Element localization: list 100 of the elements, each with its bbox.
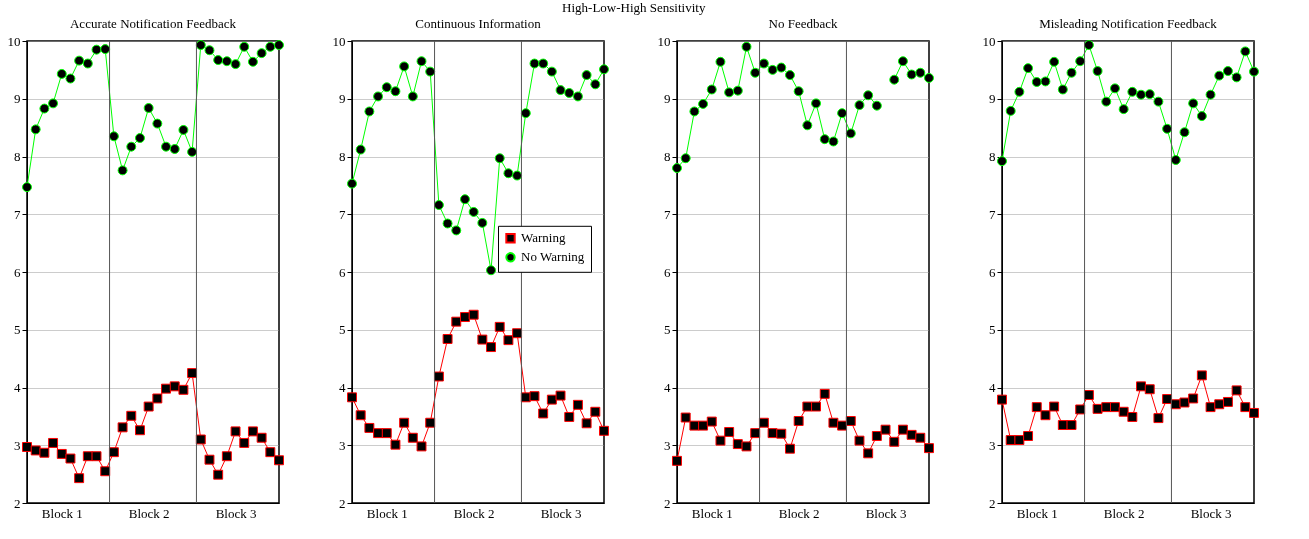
point: [837, 108, 848, 119]
point: [347, 178, 357, 189]
point: [407, 91, 418, 102]
point: [399, 61, 410, 72]
point: [82, 58, 93, 69]
point: [48, 98, 59, 109]
point: [1049, 56, 1060, 67]
point: [784, 70, 795, 81]
point: [468, 309, 479, 320]
x-tick-label: Block 2: [128, 505, 170, 521]
point: [100, 44, 111, 55]
y-tick-label: 2: [14, 495, 21, 511]
point: [1240, 46, 1251, 57]
point: [724, 427, 735, 437]
point: [793, 86, 804, 97]
point: [503, 168, 514, 179]
point: [91, 44, 102, 55]
point: [459, 194, 470, 205]
point: [564, 411, 575, 422]
point: [195, 434, 206, 445]
point: [230, 59, 241, 70]
y-tick-label: 5: [664, 322, 671, 338]
point: [758, 417, 769, 428]
y-tick-label: 7: [339, 206, 346, 222]
point: [169, 381, 180, 392]
point: [442, 218, 453, 229]
point: [108, 447, 119, 458]
point: [1196, 370, 1207, 381]
point: [1066, 67, 1077, 78]
point: [381, 428, 392, 439]
point: [819, 388, 830, 399]
point: [572, 399, 583, 410]
point: [204, 454, 215, 465]
point: [169, 144, 180, 154]
point: [247, 56, 258, 67]
point: [1222, 66, 1233, 76]
point: [364, 106, 375, 117]
point: [1031, 402, 1042, 413]
point: [997, 394, 1007, 405]
point: [1196, 111, 1207, 122]
point: [1014, 435, 1025, 446]
point: [880, 424, 891, 435]
point: [425, 66, 436, 77]
point: [1214, 399, 1225, 410]
point: [732, 85, 743, 96]
point: [161, 383, 172, 394]
point: [1023, 63, 1034, 74]
point: [599, 425, 609, 436]
point: [802, 401, 813, 412]
point: [897, 424, 908, 435]
y-tick-label: 2: [664, 495, 671, 511]
point: [924, 73, 934, 83]
point: [1083, 40, 1094, 51]
point: [247, 426, 258, 437]
point: [1109, 402, 1120, 413]
point: [108, 131, 119, 142]
y-tick-label: 6: [14, 264, 21, 280]
point: [39, 447, 50, 458]
y-tick-label: 9: [989, 91, 996, 107]
point: [767, 428, 778, 439]
point: [689, 106, 700, 117]
x-tick-label: Block 1: [691, 505, 733, 521]
point: [1205, 89, 1216, 100]
point: [1109, 83, 1120, 94]
point: [56, 68, 67, 79]
point: [590, 406, 601, 417]
point: [256, 48, 267, 59]
point: [477, 217, 488, 228]
point: [698, 98, 709, 109]
point: [924, 443, 934, 454]
point: [680, 153, 691, 164]
point: [546, 394, 557, 405]
y-tick-label: 5: [339, 322, 346, 338]
point: [1249, 66, 1259, 77]
point: [767, 64, 778, 75]
point: [546, 66, 557, 77]
x-tick-label: Block 2: [1103, 505, 1145, 521]
point: [1127, 411, 1138, 422]
point: [581, 418, 592, 429]
point: [39, 103, 50, 114]
y-tick-label: 10: [7, 33, 21, 49]
point: [477, 334, 488, 345]
point: [845, 128, 856, 139]
point: [65, 453, 76, 464]
point: [1144, 89, 1155, 100]
point: [1005, 105, 1016, 116]
point: [1101, 402, 1112, 413]
y-tick-label: 9: [14, 91, 21, 107]
y-tick-label: 4: [14, 380, 21, 395]
point: [126, 410, 137, 421]
point: [399, 417, 410, 428]
y-tick-label: 3: [664, 437, 671, 453]
point: [355, 410, 366, 421]
x-tick-label: Block 3: [540, 505, 582, 521]
y-tick-label: 2: [989, 495, 996, 511]
point: [265, 41, 276, 52]
point: [1092, 403, 1103, 414]
point: [239, 41, 250, 52]
y-tick-label: 7: [14, 206, 21, 222]
point: [512, 328, 523, 339]
